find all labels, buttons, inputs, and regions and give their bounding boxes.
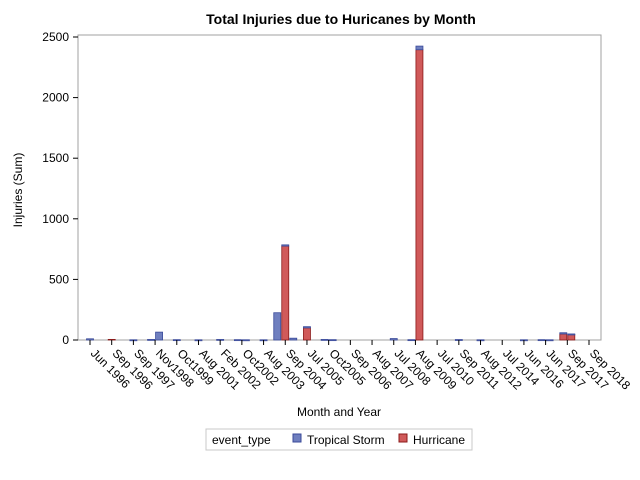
bar-tropical-storm bbox=[407, 339, 416, 342]
bar-tropical-storm bbox=[86, 338, 94, 341]
y-tick-label: 1000 bbox=[42, 212, 69, 226]
y-tick-label: 2000 bbox=[42, 91, 69, 105]
legend-title: event_type bbox=[212, 433, 271, 447]
plot-frame bbox=[77, 34, 602, 341]
bar-tropical-storm bbox=[273, 312, 282, 341]
legend-label-hurricane: Hurricane bbox=[413, 433, 465, 447]
bar-tropical-storm bbox=[545, 339, 554, 342]
bar-tropical-storm bbox=[241, 339, 250, 342]
bar-tropical-storm bbox=[320, 338, 329, 341]
legend-swatch-hurricane bbox=[398, 433, 408, 443]
y-axis-label: Injuries (Sum) bbox=[11, 153, 25, 228]
bar-tropical-storm bbox=[155, 331, 163, 341]
legend: event_type Tropical Storm Hurricane bbox=[205, 428, 473, 451]
plot-area bbox=[77, 34, 602, 341]
bars-group bbox=[86, 45, 576, 342]
y-tick-label: 0 bbox=[62, 333, 69, 347]
bar-tropical-storm bbox=[281, 244, 290, 247]
y-axis: 0 500 1000 1500 2000 2500 bbox=[42, 30, 78, 347]
bar-tropical-storm bbox=[328, 339, 337, 342]
legend-swatch-tropical-storm bbox=[292, 433, 302, 443]
bar-tropical-storm bbox=[415, 45, 424, 51]
bar-hurricane bbox=[567, 334, 576, 341]
x-axis-label: Month and Year bbox=[297, 405, 381, 419]
bar-hurricane bbox=[415, 49, 424, 341]
bar-hurricane bbox=[303, 327, 311, 341]
bar-tropical-storm bbox=[303, 326, 311, 329]
bar-tropical-storm bbox=[147, 338, 155, 341]
bar-tropical-storm bbox=[559, 332, 568, 335]
bar-hurricane bbox=[559, 333, 568, 341]
bar-tropical-storm bbox=[567, 333, 576, 336]
y-tick-label: 1500 bbox=[42, 151, 69, 165]
y-tick-label: 2500 bbox=[42, 30, 69, 44]
y-tick-label: 500 bbox=[49, 272, 69, 286]
bar-tropical-storm bbox=[389, 338, 398, 341]
chart-title: Total Injuries due to Huricanes by Month bbox=[206, 11, 476, 27]
bar-tropical-storm bbox=[537, 339, 546, 342]
legend-label-tropical-storm: Tropical Storm bbox=[307, 433, 385, 447]
bar-hurricane bbox=[107, 338, 116, 341]
bar-tropical-storm bbox=[289, 337, 298, 341]
bar-hurricane bbox=[281, 245, 290, 341]
bar-tropical-storm bbox=[233, 339, 242, 342]
